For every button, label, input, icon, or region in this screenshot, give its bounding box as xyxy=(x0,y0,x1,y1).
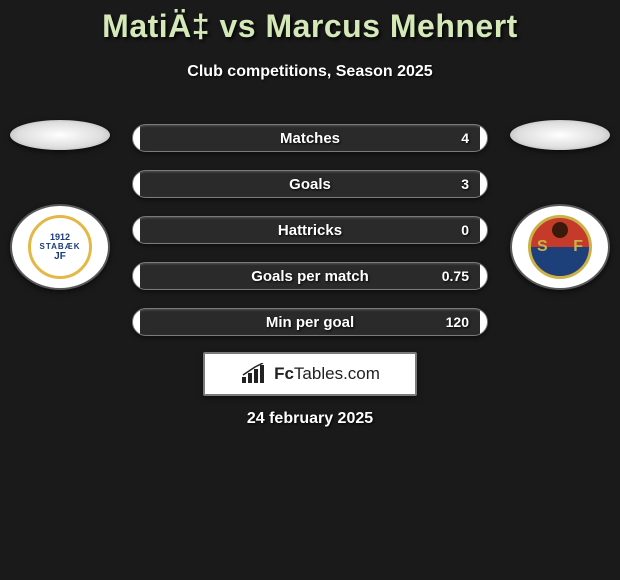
stat-label: Goals per match xyxy=(251,268,369,285)
badge-left-year: 1912 xyxy=(50,232,70,242)
player-right-silhouette xyxy=(510,120,610,150)
club-badge-left: 1912 STABÆK JF xyxy=(10,204,110,290)
branding-bold: Fc xyxy=(274,364,294,383)
stat-row-goals: Goals 3 xyxy=(132,170,488,198)
stat-label: Min per goal xyxy=(266,314,354,331)
branding-rest: Tables.com xyxy=(294,364,380,383)
stat-rows: Matches 4 Goals 3 Hattricks 0 Goals per … xyxy=(132,124,488,354)
badge-left-name: STABÆK xyxy=(40,242,81,251)
stat-value-right: 4 xyxy=(461,130,469,146)
stat-label: Goals xyxy=(289,176,331,193)
subtitle: Club competitions, Season 2025 xyxy=(0,63,620,81)
stat-row-hattricks: Hattricks 0 xyxy=(132,216,488,244)
badge-right-inner: S F xyxy=(528,215,592,279)
badge-right-letter-f: F xyxy=(573,238,583,256)
date-text: 24 february 2025 xyxy=(0,410,620,428)
stat-value-right: 120 xyxy=(446,314,469,330)
player-right-column: S F xyxy=(500,120,620,290)
branding-text: FcTables.com xyxy=(274,364,380,384)
stat-value-right: 3 xyxy=(461,176,469,192)
bar-chart-icon xyxy=(240,363,268,385)
stat-row-matches: Matches 4 xyxy=(132,124,488,152)
stat-row-goals-per-match: Goals per match 0.75 xyxy=(132,262,488,290)
stat-value-right: 0.75 xyxy=(442,268,469,284)
stat-row-min-per-goal: Min per goal 120 xyxy=(132,308,488,336)
player-left-silhouette xyxy=(10,120,110,150)
badge-right-letter-s: S xyxy=(537,238,548,256)
player-left-column: 1912 STABÆK JF xyxy=(0,120,120,290)
page-title: MatiÄ‡ vs Marcus Mehnert xyxy=(0,0,620,45)
stat-value-right: 0 xyxy=(461,222,469,238)
badge-left-inner: 1912 STABÆK JF xyxy=(28,215,92,279)
stat-label: Hattricks xyxy=(278,222,342,239)
stat-label: Matches xyxy=(280,130,340,147)
branding-box: FcTables.com xyxy=(203,352,417,396)
club-badge-right: S F xyxy=(510,204,610,290)
badge-left-bottom: JF xyxy=(54,251,66,262)
